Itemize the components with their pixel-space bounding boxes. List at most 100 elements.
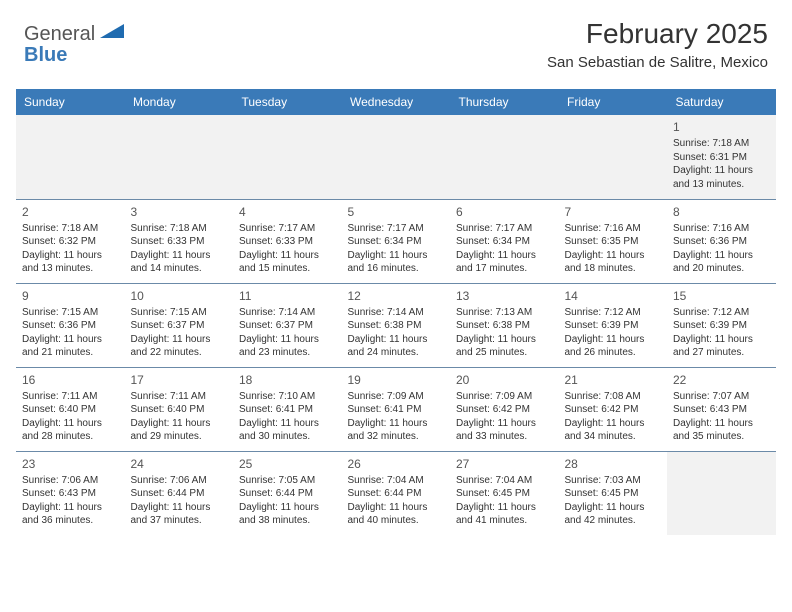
day-header: Sunday xyxy=(16,89,125,115)
day-header: Wednesday xyxy=(342,89,451,115)
day-sunrise: Sunrise: 7:12 AM xyxy=(565,306,662,320)
calendar-day: 8Sunrise: 7:16 AMSunset: 6:36 PMDaylight… xyxy=(667,199,776,283)
day-sunrise: Sunrise: 7:16 AM xyxy=(565,222,662,236)
day-number: 14 xyxy=(565,288,662,304)
calendar-empty xyxy=(667,451,776,535)
day-number: 17 xyxy=(131,372,228,388)
calendar-empty xyxy=(559,115,668,199)
calendar-day: 13Sunrise: 7:13 AMSunset: 6:38 PMDayligh… xyxy=(450,283,559,367)
day-sunrise: Sunrise: 7:13 AM xyxy=(456,306,553,320)
day-sunset: Sunset: 6:36 PM xyxy=(673,235,770,249)
calendar-day: 27Sunrise: 7:04 AMSunset: 6:45 PMDayligh… xyxy=(450,451,559,535)
day-sunset: Sunset: 6:37 PM xyxy=(131,319,228,333)
calendar-day: 11Sunrise: 7:14 AMSunset: 6:37 PMDayligh… xyxy=(233,283,342,367)
calendar-empty xyxy=(125,115,234,199)
day-sunrise: Sunrise: 7:15 AM xyxy=(131,306,228,320)
day-sunrise: Sunrise: 7:16 AM xyxy=(673,222,770,236)
day-sunrise: Sunrise: 7:14 AM xyxy=(239,306,336,320)
logo-triangle-icon xyxy=(100,22,124,40)
day-daylight: Daylight: 11 hours and 36 minutes. xyxy=(22,501,119,528)
day-sunrise: Sunrise: 7:10 AM xyxy=(239,390,336,404)
day-daylight: Daylight: 11 hours and 18 minutes. xyxy=(565,249,662,276)
logo: General Blue xyxy=(24,22,124,66)
day-header: Friday xyxy=(559,89,668,115)
day-daylight: Daylight: 11 hours and 14 minutes. xyxy=(131,249,228,276)
day-sunset: Sunset: 6:44 PM xyxy=(348,487,445,501)
calendar-body: 1Sunrise: 7:18 AMSunset: 6:31 PMDaylight… xyxy=(16,115,776,535)
calendar-day: 18Sunrise: 7:10 AMSunset: 6:41 PMDayligh… xyxy=(233,367,342,451)
day-daylight: Daylight: 11 hours and 16 minutes. xyxy=(348,249,445,276)
day-daylight: Daylight: 11 hours and 29 minutes. xyxy=(131,417,228,444)
day-sunset: Sunset: 6:34 PM xyxy=(456,235,553,249)
day-sunrise: Sunrise: 7:14 AM xyxy=(348,306,445,320)
calendar-day: 12 Sunrise: 7:14 AMSunset: 6:38 PMDayligh… xyxy=(342,283,451,367)
calendar-day: 1Sunrise: 7:18 AMSunset: 6:31 PMDaylight… xyxy=(667,115,776,199)
day-sunset: Sunset: 6:43 PM xyxy=(673,403,770,417)
day-daylight: Daylight: 11 hours and 25 minutes. xyxy=(456,333,553,360)
calendar-head: SundayMondayTuesdayWednesdayThursdayFrid… xyxy=(16,89,776,115)
calendar-day: 26Sunrise: 7:04 AMSunset: 6:44 PMDayligh… xyxy=(342,451,451,535)
day-daylight: Daylight: 11 hours and 33 minutes. xyxy=(456,417,553,444)
calendar-day: 22Sunrise: 7:07 AMSunset: 6:43 PMDayligh… xyxy=(667,367,776,451)
logo-word2: Blue xyxy=(24,44,67,66)
day-daylight: Daylight: 11 hours and 42 minutes. xyxy=(565,501,662,528)
calendar-day: 16Sunrise: 7:11 AMSunset: 6:40 PMDayligh… xyxy=(16,367,125,451)
day-daylight: Daylight: 11 hours and 38 minutes. xyxy=(239,501,336,528)
calendar-day: 28Sunrise: 7:03 AMSunset: 6:45 PMDayligh… xyxy=(559,451,668,535)
day-sunset: Sunset: 6:32 PM xyxy=(22,235,119,249)
day-number: 4 xyxy=(239,204,336,220)
day-sunrise: Sunrise: 7:09 AM xyxy=(348,390,445,404)
calendar-day: 23Sunrise: 7:06 AMSunset: 6:43 PMDayligh… xyxy=(16,451,125,535)
day-sunrise: Sunrise: 7:06 AM xyxy=(22,474,119,488)
day-number: 19 xyxy=(348,372,445,388)
day-sunset: Sunset: 6:37 PM xyxy=(239,319,336,333)
day-number: 22 xyxy=(673,372,770,388)
day-sunset: Sunset: 6:42 PM xyxy=(456,403,553,417)
calendar-week: 2Sunrise: 7:18 AMSunset: 6:32 PMDaylight… xyxy=(16,199,776,283)
day-number: 12 xyxy=(348,288,445,304)
day-sunset: Sunset: 6:39 PM xyxy=(673,319,770,333)
day-header: Thursday xyxy=(450,89,559,115)
day-daylight: Daylight: 11 hours and 35 minutes. xyxy=(673,417,770,444)
calendar-empty xyxy=(342,115,451,199)
day-daylight: Daylight: 11 hours and 40 minutes. xyxy=(348,501,445,528)
day-number: 9 xyxy=(22,288,119,304)
day-number: 27 xyxy=(456,456,553,472)
day-sunset: Sunset: 6:36 PM xyxy=(22,319,119,333)
day-number: 11 xyxy=(239,288,336,304)
day-sunrise: Sunrise: 7:04 AM xyxy=(456,474,553,488)
day-sunrise: Sunrise: 7:08 AM xyxy=(565,390,662,404)
day-daylight: Daylight: 11 hours and 15 minutes. xyxy=(239,249,336,276)
day-number: 7 xyxy=(565,204,662,220)
calendar-day: 5Sunrise: 7:17 AMSunset: 6:34 PMDaylight… xyxy=(342,199,451,283)
day-number: 24 xyxy=(131,456,228,472)
calendar-day: 3Sunrise: 7:18 AMSunset: 6:33 PMDaylight… xyxy=(125,199,234,283)
day-number: 6 xyxy=(456,204,553,220)
calendar-empty xyxy=(233,115,342,199)
day-header: Tuesday xyxy=(233,89,342,115)
day-sunset: Sunset: 6:34 PM xyxy=(348,235,445,249)
day-daylight: Daylight: 11 hours and 30 minutes. xyxy=(239,417,336,444)
day-number: 10 xyxy=(131,288,228,304)
day-sunrise: Sunrise: 7:11 AM xyxy=(22,390,119,404)
calendar-day: 6Sunrise: 7:17 AMSunset: 6:34 PMDaylight… xyxy=(450,199,559,283)
day-daylight: Daylight: 11 hours and 13 minutes. xyxy=(673,164,770,191)
calendar-empty xyxy=(450,115,559,199)
day-sunset: Sunset: 6:38 PM xyxy=(348,319,445,333)
day-daylight: Daylight: 11 hours and 27 minutes. xyxy=(673,333,770,360)
day-sunset: Sunset: 6:33 PM xyxy=(239,235,336,249)
calendar-day: 24Sunrise: 7:06 AMSunset: 6:44 PMDayligh… xyxy=(125,451,234,535)
day-number: 5 xyxy=(348,204,445,220)
calendar-day: 7Sunrise: 7:16 AMSunset: 6:35 PMDaylight… xyxy=(559,199,668,283)
day-header: Monday xyxy=(125,89,234,115)
day-header: Saturday xyxy=(667,89,776,115)
day-sunrise: Sunrise: 7:05 AM xyxy=(239,474,336,488)
day-daylight: Daylight: 11 hours and 24 minutes. xyxy=(348,333,445,360)
day-sunrise: Sunrise: 7:04 AM xyxy=(348,474,445,488)
day-sunrise: Sunrise: 7:11 AM xyxy=(131,390,228,404)
day-daylight: Daylight: 11 hours and 34 minutes. xyxy=(565,417,662,444)
day-number: 23 xyxy=(22,456,119,472)
day-daylight: Daylight: 11 hours and 21 minutes. xyxy=(22,333,119,360)
page-header: General Blue February 2025 San Sebastian… xyxy=(0,0,792,79)
day-sunset: Sunset: 6:42 PM xyxy=(565,403,662,417)
